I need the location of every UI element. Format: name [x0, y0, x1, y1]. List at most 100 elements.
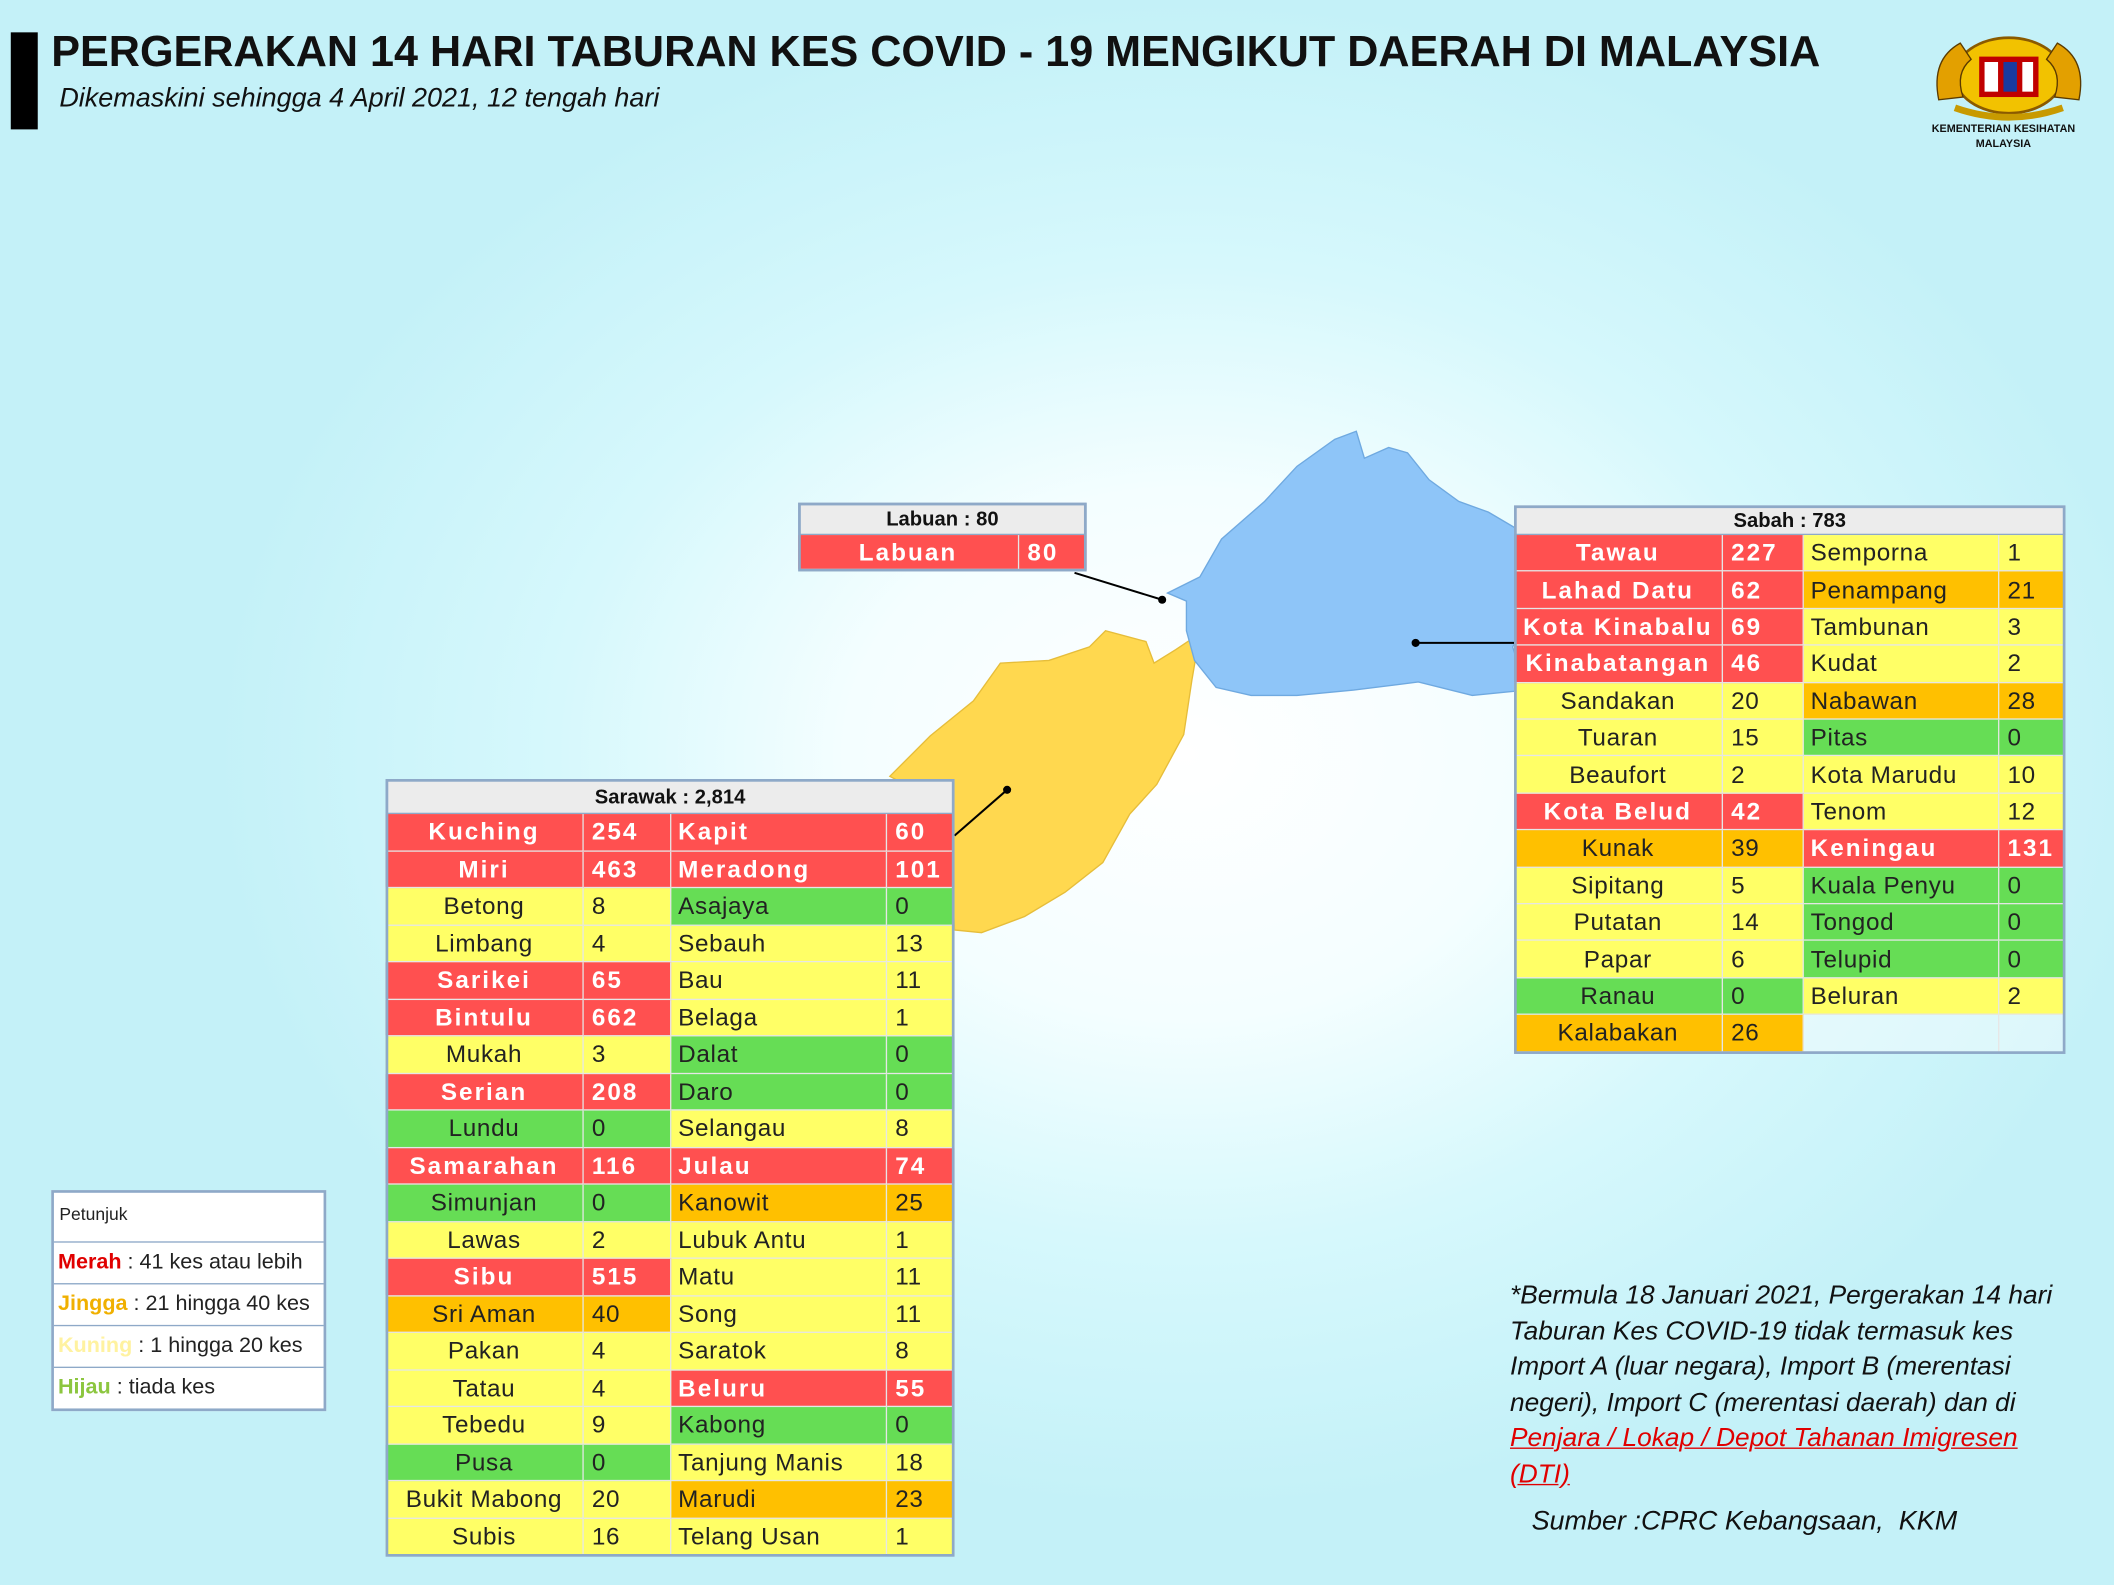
cases-cell: 69	[1723, 608, 1804, 646]
district-cell: Nabawan	[1803, 682, 2000, 720]
district-cell: Pakan	[385, 1332, 584, 1371]
district-cell: Tenom	[1803, 793, 2000, 831]
cases-cell: 23	[887, 1481, 955, 1519]
cases-cell: 2	[1999, 645, 2066, 683]
legend-text: : 21 hingga 40 kes	[127, 1292, 310, 1316]
district-cell: Beaufort	[1514, 756, 1724, 794]
cases-cell: 2	[583, 1221, 672, 1259]
logo-text: MALAYSIA	[1975, 137, 2032, 150]
district-cell: Bukit Mabong	[385, 1481, 584, 1519]
note-line: *Bermula 18 Januari 2021, Pergerakan 14 …	[1509, 1280, 2053, 1311]
cases-cell: 254	[583, 814, 672, 852]
cases-cell: 11	[887, 962, 955, 1000]
district-cell: Tambunan	[1803, 608, 2000, 646]
cases-cell: 40	[583, 1295, 672, 1333]
sabah-region	[1165, 430, 1565, 697]
cases-cell: 74	[887, 1147, 955, 1185]
district-cell: Meradong	[671, 851, 888, 889]
district-cell: Kabong	[671, 1407, 888, 1445]
connector-dot	[1003, 785, 1012, 794]
district-cell: Kapit	[671, 814, 888, 852]
legend-item: Merah : 41 kes atau lebih	[58, 1251, 303, 1275]
district-cell: Telupid	[1803, 941, 2000, 979]
cases-cell: 14	[1723, 904, 1804, 942]
legend-separator	[53, 1366, 324, 1369]
cases-cell	[1999, 1015, 2066, 1053]
cases-cell: 21	[1999, 571, 2066, 609]
legend-item: Jingga : 21 hingga 40 kes	[58, 1293, 310, 1317]
district-cell: Papar	[1514, 941, 1724, 979]
connector	[953, 789, 1008, 837]
title-bar	[10, 32, 38, 130]
cases-cell: 4	[583, 1332, 672, 1371]
district-cell: Kanowit	[671, 1184, 888, 1222]
district-cell: Sibu	[385, 1258, 584, 1296]
cases-cell: 4	[583, 1370, 672, 1408]
legend-item: Kuning : 1 hingga 20 kes	[58, 1334, 303, 1358]
connector-dot	[1411, 638, 1420, 647]
cases-cell: 11	[887, 1258, 955, 1296]
cases-cell: 3	[583, 1036, 672, 1074]
cases-cell: 208	[583, 1073, 672, 1111]
cases-cell: 28	[1999, 682, 2066, 720]
district-cell: Kinabatangan	[1514, 645, 1724, 683]
cases-cell: 55	[887, 1370, 955, 1408]
cases-cell: 25	[887, 1184, 955, 1222]
cases-cell: 515	[583, 1258, 672, 1296]
title: PERGERAKAN 14 HARI TABURAN KES COVID - 1…	[51, 26, 1821, 76]
district-cell: Pusa	[385, 1444, 584, 1482]
source: Sumber :CPRC Kebangsaan, KKM	[1531, 1506, 1958, 1537]
cases-cell: 39	[1723, 830, 1804, 868]
cases-cell: 1	[887, 1518, 955, 1556]
district-cell: Tongod	[1803, 904, 2000, 942]
district-cell: Mukah	[385, 1036, 584, 1074]
legend-text: : tiada kes	[110, 1376, 216, 1400]
table-border	[1514, 505, 2066, 1054]
district-cell: Kunak	[1514, 830, 1724, 868]
cases-cell: 6	[1723, 941, 1804, 979]
cases-cell: 2	[1723, 756, 1804, 794]
cases-cell: 463	[583, 851, 672, 889]
district-cell: Belaga	[671, 999, 888, 1037]
cases-cell: 0	[887, 1407, 955, 1445]
district-cell: Tuaran	[1514, 719, 1724, 757]
cases-cell: 0	[583, 1444, 672, 1482]
legend-title: Petunjuk	[59, 1203, 128, 1224]
legend-label: Kuning	[57, 1334, 133, 1358]
note: *Bermula 18 Januari 2021, Pergerakan 14 …	[1510, 1278, 2052, 1492]
district-cell: Kota Belud	[1514, 793, 1724, 831]
district-cell: Beluran	[1803, 978, 2000, 1016]
cases-cell: 42	[1723, 793, 1804, 831]
cases-cell: 20	[583, 1481, 672, 1519]
cases-cell: 65	[583, 962, 672, 1000]
connector	[1074, 571, 1163, 601]
legend-text: : 1 hingga 20 kes	[132, 1334, 303, 1358]
district-cell: Ranau	[1514, 978, 1724, 1016]
district-cell: Beluru	[671, 1370, 888, 1408]
cases-cell: 8	[887, 1332, 955, 1371]
logo	[1936, 36, 2082, 121]
cases-cell: 4	[583, 925, 672, 963]
cases-cell: 662	[583, 999, 672, 1037]
district-cell: Dalat	[671, 1036, 888, 1074]
logo-caption: KEMENTERIAN KESIHATAN MALAYSIA	[1909, 121, 2098, 151]
legend-separator	[53, 1241, 324, 1243]
legend-label: Jingga	[57, 1292, 128, 1316]
cases-cell: 0	[1999, 904, 2066, 942]
district-cell: Putatan	[1514, 904, 1724, 942]
district-cell: Miri	[385, 851, 584, 889]
legend-separator	[53, 1324, 324, 1327]
cases-cell: 10	[1999, 756, 2066, 794]
note-highlight: (DTI)	[1509, 1458, 1570, 1489]
cases-cell: 15	[1723, 719, 1804, 757]
district-cell: Tebedu	[385, 1407, 584, 1445]
cases-cell: 62	[1723, 571, 1804, 609]
cases-cell: 0	[583, 1110, 672, 1148]
district-cell: Keningau	[1803, 830, 2000, 868]
sarawak-region	[888, 630, 1201, 934]
subtitle: Dikemaskini sehingga 4 April 2021, 12 te…	[59, 83, 660, 114]
note-line: Taburan Kes COVID-19 tidak termasuk kes	[1509, 1316, 2014, 1346]
cases-cell: 8	[583, 888, 672, 926]
district-cell: Betong	[385, 888, 584, 926]
